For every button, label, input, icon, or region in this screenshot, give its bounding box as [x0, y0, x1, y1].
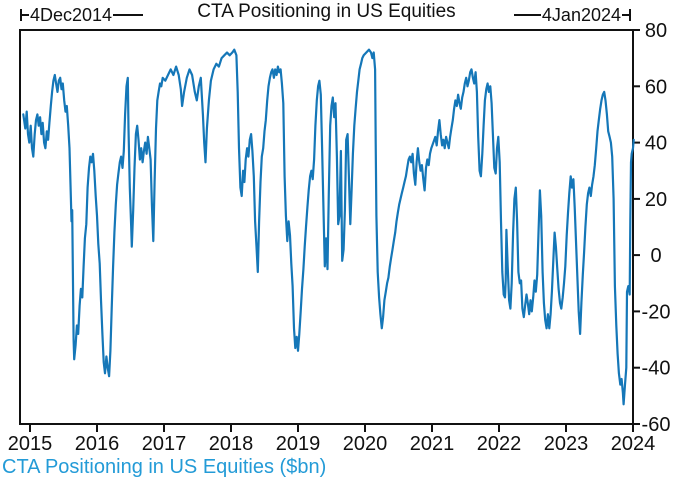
y-tick-label: 0 — [650, 245, 661, 267]
y-tick-label: 20 — [645, 189, 667, 211]
x-tick-label: 2023 — [544, 433, 589, 455]
x-tick-label: 2020 — [343, 433, 388, 455]
x-tick-label: 2018 — [209, 433, 254, 455]
x-tick-label: 2017 — [142, 433, 187, 455]
y-tick-label: -40 — [642, 358, 671, 380]
cta-positioning-line — [23, 50, 633, 405]
y-tick-label: 80 — [645, 20, 667, 42]
chart-figure: CTA Positioning in US Equities 4Dec2014 … — [0, 0, 675, 482]
y-tick-label: -60 — [642, 414, 671, 436]
plot-area: 2015 2016 2017 2018 2019 2020 2021 2022 2023 2024… — [0, 0, 675, 482]
x-axis: 2015 2016 2017 2018 2019 2020 2021 2022 2023 2024 — [8, 424, 656, 455]
x-tick-label: 2021 — [410, 433, 455, 455]
series-caption: CTA Positioning in US Equities ($bn) — [2, 456, 326, 479]
y-tick-label: 40 — [645, 133, 667, 155]
y-tick-label: 60 — [645, 76, 667, 98]
y-tick-label: -20 — [642, 301, 671, 323]
x-tick-label: 2015 — [8, 433, 53, 455]
x-tick-label: 2016 — [75, 433, 120, 455]
y-axis: 80 60 40 20 0 -20 -40 -60 — [633, 20, 670, 436]
x-tick-label: 2019 — [276, 433, 321, 455]
x-tick-label: 2024 — [611, 433, 656, 455]
x-tick-label: 2022 — [477, 433, 522, 455]
